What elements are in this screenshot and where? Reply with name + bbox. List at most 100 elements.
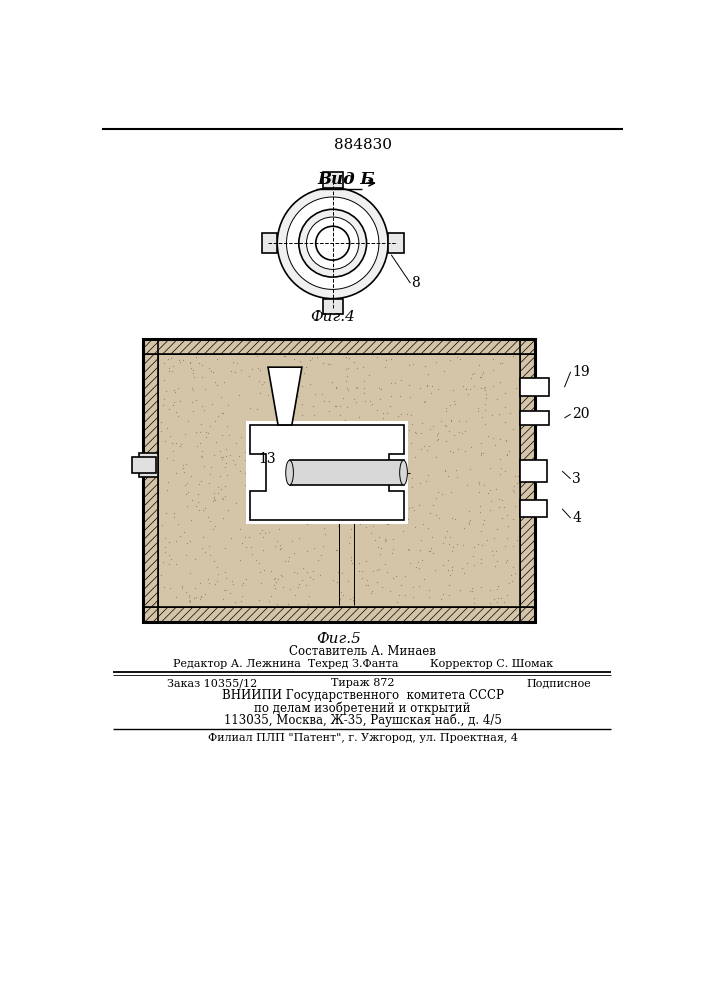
Point	[199, 544, 211, 560]
Point	[212, 377, 223, 393]
Point	[246, 361, 257, 377]
Point	[354, 453, 366, 469]
Point	[217, 449, 228, 465]
Point	[507, 559, 518, 575]
Text: 113035, Москва, Ж-35, Раушская наб., д. 4/5: 113035, Москва, Ж-35, Раушская наб., д. …	[224, 714, 502, 727]
Point	[484, 502, 496, 518]
Point	[390, 480, 402, 496]
Point	[506, 567, 517, 583]
Point	[346, 493, 357, 509]
Point	[307, 479, 318, 495]
Point	[194, 476, 205, 492]
Point	[206, 396, 218, 412]
Text: Фиг.5: Фиг.5	[317, 632, 361, 646]
Point	[166, 350, 177, 366]
Point	[270, 423, 281, 439]
Point	[242, 431, 253, 447]
Point	[439, 463, 450, 479]
Text: 8: 8	[411, 276, 420, 290]
Point	[395, 406, 407, 422]
Point	[281, 390, 292, 406]
Point	[355, 450, 366, 466]
Point	[167, 452, 178, 468]
Point	[508, 421, 519, 437]
Point	[351, 360, 362, 376]
Point	[267, 379, 278, 395]
Point	[368, 563, 379, 579]
Point	[327, 374, 338, 390]
Point	[502, 446, 513, 462]
Point	[177, 460, 189, 476]
Point	[373, 529, 385, 545]
Point	[276, 401, 288, 417]
Point	[364, 393, 375, 409]
Point	[265, 588, 276, 604]
Point	[162, 351, 173, 367]
Point	[387, 570, 398, 586]
Point	[163, 360, 174, 376]
Point	[180, 456, 192, 472]
Point	[461, 477, 472, 493]
Point	[404, 377, 415, 393]
Point	[197, 540, 208, 556]
Point	[430, 490, 441, 506]
Point	[455, 582, 466, 598]
Point	[228, 576, 239, 592]
Point	[479, 396, 491, 412]
Point	[194, 591, 205, 607]
Point	[469, 365, 480, 381]
Point	[380, 532, 392, 548]
Point	[511, 532, 522, 548]
Point	[219, 540, 230, 556]
Point	[303, 588, 315, 604]
Point	[345, 521, 356, 537]
Point	[341, 368, 353, 384]
Point	[384, 424, 395, 440]
Point	[479, 477, 490, 493]
Point	[210, 518, 221, 534]
Point	[169, 384, 180, 400]
Point	[349, 391, 360, 407]
Bar	[143, 339, 535, 354]
Point	[334, 398, 346, 414]
Point	[380, 457, 391, 473]
Point	[187, 365, 199, 381]
Text: 4: 4	[572, 511, 581, 525]
Point	[194, 435, 206, 451]
Point	[373, 539, 384, 555]
Point	[421, 378, 433, 394]
Point	[179, 426, 190, 442]
Bar	[520, 460, 547, 482]
Point	[423, 543, 434, 559]
Point	[322, 356, 333, 372]
Point	[309, 407, 320, 423]
Point	[465, 370, 477, 386]
Point	[332, 518, 344, 534]
Text: Вид Б: Вид Б	[317, 171, 375, 188]
Point	[185, 594, 196, 610]
Point	[513, 468, 524, 484]
Point	[185, 565, 196, 581]
Point	[341, 473, 352, 489]
Point	[362, 505, 373, 521]
Point	[197, 449, 208, 465]
Point	[479, 402, 491, 418]
Point	[240, 506, 251, 522]
Point	[263, 593, 274, 609]
Circle shape	[299, 209, 366, 277]
Point	[406, 416, 417, 432]
Point	[306, 487, 317, 503]
Point	[360, 393, 371, 409]
Point	[444, 443, 455, 459]
Point	[404, 500, 415, 516]
Point	[427, 418, 438, 434]
Point	[323, 393, 334, 409]
Point	[210, 434, 221, 450]
Point	[432, 431, 443, 447]
Point	[447, 444, 458, 460]
Point	[281, 374, 293, 390]
Point	[353, 469, 364, 485]
Point	[219, 459, 230, 475]
Point	[381, 469, 392, 485]
Point	[317, 491, 329, 507]
